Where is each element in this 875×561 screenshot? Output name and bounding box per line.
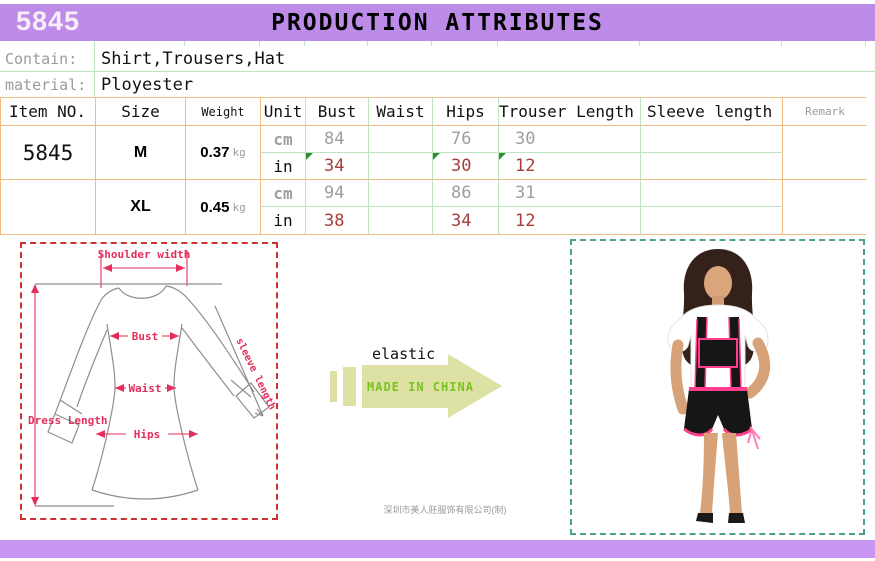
col-header-trouser-length: Trouser Length	[499, 98, 641, 126]
size-table: Item NO. Size Weight Unit Bust Waist Hip…	[0, 97, 867, 235]
made-in-china-arrow: MADE IN CHINA	[330, 354, 502, 418]
bottom-purple-bar	[0, 540, 875, 558]
cell-trouser-m-cm: 30	[499, 126, 641, 153]
cell-waist-xl-cm	[369, 180, 433, 207]
cell-sleeve-xl-cm	[641, 180, 783, 207]
cell-size-m: M	[96, 126, 186, 180]
cell-weight-m: 0.37 kg	[186, 126, 261, 180]
cell-waist-xl-in	[369, 207, 433, 234]
cell-item-no-xl	[1, 180, 96, 234]
label-shoulder-width: Shoulder width	[98, 248, 191, 261]
cell-sleeve-m-cm	[641, 126, 783, 153]
cell-trouser-xl-cm: 31	[499, 180, 641, 207]
cell-waist-m-in	[369, 153, 433, 180]
cell-hips-xl-cm: 86	[433, 180, 499, 207]
cell-unit-m-in: in	[261, 153, 306, 180]
cell-item-no-m: 5845	[1, 126, 96, 180]
cell-hips-m-cm: 76	[433, 126, 499, 153]
cell-remark-m	[783, 126, 867, 180]
label-hips: Hips	[134, 428, 161, 441]
cell-bust-m-in: 34	[306, 153, 369, 180]
bottom-margin	[0, 558, 875, 561]
label-waist: Waist	[128, 382, 161, 395]
material-row: material: Ployester	[0, 72, 875, 97]
cell-sleeve-m-in	[641, 153, 783, 180]
cell-weight-xl: 0.45 kg	[186, 180, 261, 234]
cell-bust-xl-in: 38	[306, 207, 369, 234]
product-photo	[667, 249, 771, 523]
col-header-remark: Remark	[783, 98, 867, 126]
cell-hips-xl-in: 34	[433, 207, 499, 234]
company-name: 深圳市美人胚服饰有限公司(制)	[383, 505, 507, 515]
top-margin	[0, 0, 875, 4]
made-in-china-label: MADE IN CHINA	[367, 380, 474, 394]
bottom-section: Shoulder width	[0, 235, 875, 540]
cell-bust-xl-cm: 94	[306, 180, 369, 207]
col-header-size: Size	[96, 98, 186, 126]
col-header-bust: Bust	[306, 98, 369, 126]
cell-waist-m-cm	[369, 126, 433, 153]
cell-trouser-xl-in: 12	[499, 207, 641, 234]
elastic-label: elastic	[372, 345, 436, 363]
cell-unit-xl-in: in	[261, 207, 306, 234]
label-bust: Bust	[132, 330, 159, 343]
item-number-banner: 5845	[16, 6, 81, 36]
cell-unit-m-cm: cm	[261, 126, 306, 153]
col-header-weight: Weight	[186, 98, 261, 126]
spreadsheet-gridline-strip	[0, 41, 875, 46]
cell-hips-m-in: 30	[433, 153, 499, 180]
dress-measure-diagram: Shoulder width	[28, 248, 276, 507]
material-label: material:	[0, 72, 95, 97]
size-diagram-panel: Shoulder width	[20, 242, 278, 520]
cell-bust-m-cm: 84	[306, 126, 369, 153]
col-header-sleeve-length: Sleeve length	[641, 98, 783, 126]
page-title: PRODUCTION ATTRIBUTES	[271, 9, 604, 36]
contain-value: Shirt,Trousers,Hat	[101, 48, 286, 69]
col-header-unit: Unit	[261, 98, 306, 126]
cell-size-xl: XL	[96, 180, 186, 234]
cell-unit-xl-cm: cm	[261, 180, 306, 207]
cell-remark-xl	[783, 180, 867, 234]
col-header-waist: Waist	[369, 98, 433, 126]
material-value: Ployester	[101, 74, 194, 95]
product-photo-panel	[570, 239, 865, 535]
col-header-item-no: Item NO.	[1, 98, 96, 126]
contain-label: Contain:	[0, 46, 95, 71]
col-header-hips: Hips	[433, 98, 499, 126]
label-dress-length: Dress Length	[28, 414, 107, 427]
cell-sleeve-xl-in	[641, 207, 783, 234]
cell-trouser-m-in: 12	[499, 153, 641, 180]
contain-row: Contain: Shirt,Trousers,Hat	[0, 46, 875, 72]
title-bar: 5845 PRODUCTION ATTRIBUTES	[0, 4, 875, 41]
